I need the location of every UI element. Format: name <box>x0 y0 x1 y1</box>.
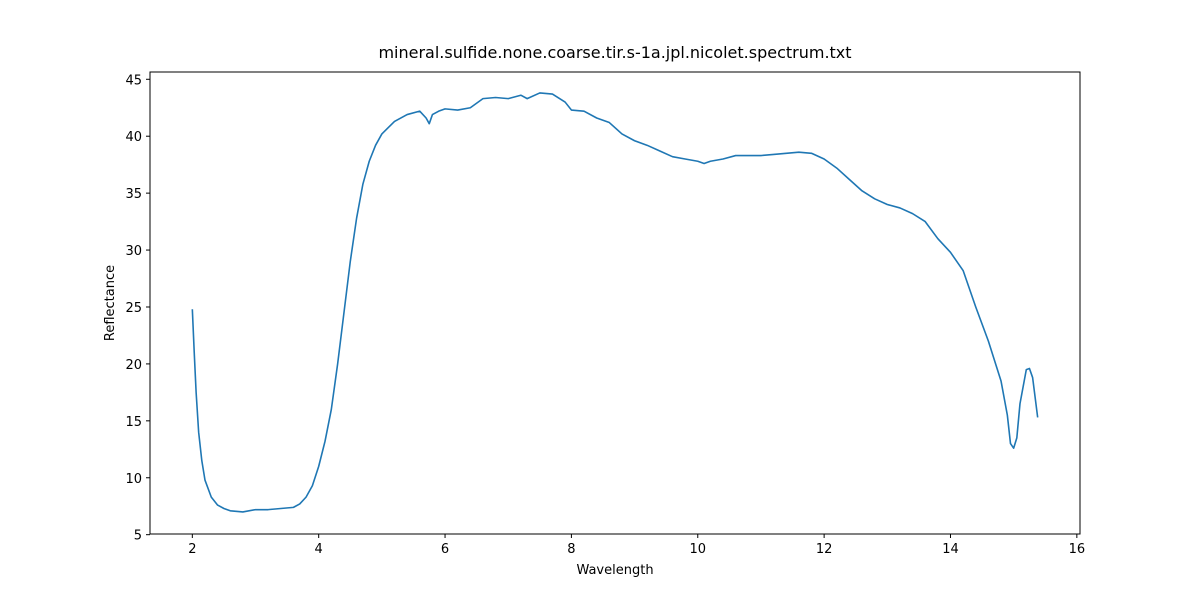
y-tick-label: 20 <box>125 358 142 373</box>
y-tick-label: 30 <box>125 244 142 259</box>
y-tick-label: 25 <box>125 301 142 316</box>
data-line <box>191 92 1039 513</box>
x-axis-label: Wavelength <box>576 563 653 578</box>
x-tick-label: 12 <box>816 542 833 557</box>
y-tick-label: 40 <box>125 130 142 145</box>
y-tick-label: 45 <box>125 73 142 88</box>
chart-title: mineral.sulfide.none.coarse.tir.s-1a.jpl… <box>378 43 851 62</box>
y-tick-label: 5 <box>134 529 142 544</box>
x-tick-label: 8 <box>567 542 575 557</box>
x-tick-label: 4 <box>315 542 323 557</box>
x-tick-label: 6 <box>441 542 449 557</box>
y-tick-label: 10 <box>125 472 142 487</box>
x-tick-label: 2 <box>188 542 196 557</box>
y-axis-label: Reflectance <box>103 265 118 341</box>
plot-frame <box>149 71 1081 535</box>
x-tick-label: 14 <box>942 542 959 557</box>
y-tick-label: 35 <box>125 187 142 202</box>
x-tick-label: 16 <box>1069 542 1086 557</box>
x-tick-label: 10 <box>689 542 706 557</box>
y-tick-label: 15 <box>125 415 142 430</box>
